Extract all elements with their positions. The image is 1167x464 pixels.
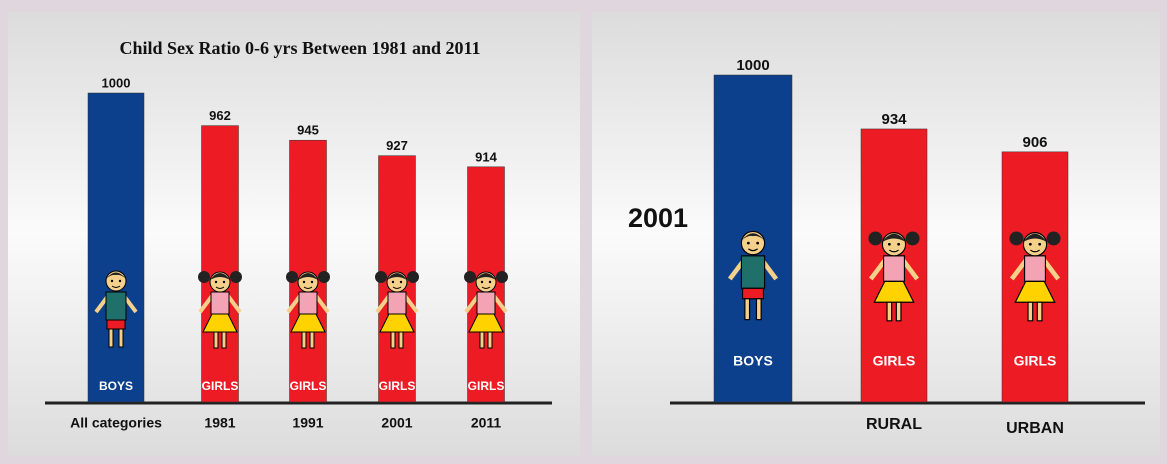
bar (290, 140, 327, 402)
bar-inner-label: GIRLS (873, 353, 916, 369)
value-label: 914 (475, 149, 497, 164)
bar-inner-label: GIRLS (379, 379, 416, 393)
bar-inner-label: GIRLS (1014, 353, 1057, 369)
x-tick-label: 1981 (204, 415, 235, 431)
value-label: 934 (881, 111, 907, 128)
x-tick-label: URBAN (1006, 420, 1064, 437)
value-label: 927 (386, 138, 408, 153)
value-label: 1000 (736, 57, 769, 74)
value-label: 1000 (102, 75, 131, 90)
x-tick-label: 1991 (292, 415, 323, 431)
bar-inner-label: GIRLS (468, 379, 505, 393)
chart-title: Child Sex Ratio 0-6 yrs Between 1981 and… (119, 38, 480, 58)
x-tick-label: RURAL (866, 416, 922, 433)
x-tick-label: All categories (70, 415, 162, 431)
x-tick-label: 2011 (471, 415, 502, 431)
bar-inner-label: GIRLS (202, 379, 239, 393)
bar-inner-label: BOYS (99, 379, 133, 393)
value-label: 945 (297, 123, 319, 138)
value-label: 906 (1022, 134, 1047, 151)
page: Child Sex Ratio 0-6 yrs Between 1981 and… (0, 0, 1167, 464)
bar (88, 93, 144, 402)
value-label: 962 (209, 108, 231, 123)
bar-inner-label: GIRLS (290, 379, 327, 393)
chart-title: 2001 (628, 203, 688, 233)
chart: Child Sex Ratio 0-6 yrs Between 1981 and… (0, 0, 1167, 464)
bar-inner-label: BOYS (733, 353, 773, 369)
bar (202, 126, 239, 402)
x-tick-label: 2001 (381, 415, 412, 431)
